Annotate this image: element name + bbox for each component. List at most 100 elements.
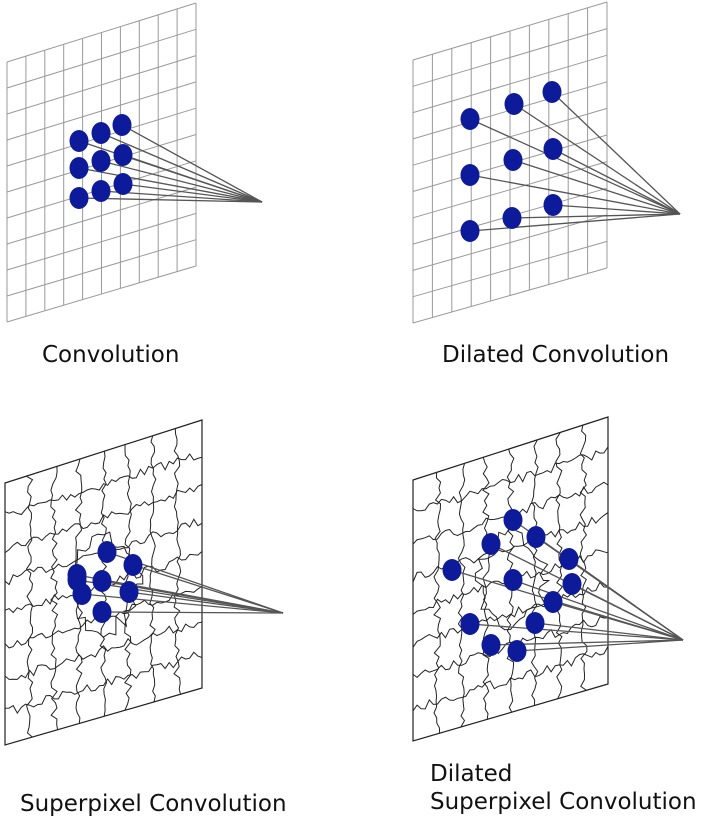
node (91, 180, 111, 202)
convolution-caption: Convolution (42, 342, 180, 368)
node (460, 613, 480, 635)
node (97, 541, 117, 563)
sheet-border (4, 419, 203, 746)
superpixel-convolution-panel (4, 419, 284, 746)
node (481, 634, 501, 656)
connection-line (568, 558, 684, 641)
superpixel-edge (4, 484, 203, 554)
node (543, 194, 563, 216)
grid-line (412, 267, 608, 324)
grid-line (6, 186, 197, 245)
node (91, 122, 111, 144)
node (113, 144, 133, 166)
node (67, 569, 87, 591)
grid-line (412, 214, 608, 271)
connection-line (513, 103, 681, 215)
connection-line (534, 622, 684, 641)
nodes (67, 541, 143, 623)
node (507, 640, 527, 662)
connection-line (552, 204, 681, 215)
dilated-superpixel-caption-line1: Dilated (430, 761, 513, 787)
connection-line (78, 167, 263, 203)
node (92, 601, 112, 623)
superpixel-edge (412, 616, 608, 679)
superpixel-edge (579, 424, 588, 691)
connection-line (512, 159, 681, 215)
node (543, 591, 563, 613)
connection-line (511, 213, 681, 219)
connection-line (81, 593, 284, 614)
superpixel-edge (25, 475, 34, 738)
connection-line (76, 579, 284, 614)
node (503, 509, 523, 531)
nodes (69, 114, 133, 209)
grid-line (412, 161, 608, 219)
node (119, 581, 139, 603)
nodes (442, 509, 582, 662)
node (526, 526, 546, 548)
node (562, 573, 582, 595)
node (112, 114, 132, 136)
node (69, 187, 89, 209)
grid-line (6, 239, 197, 297)
connection-line (122, 183, 263, 203)
superpixel-edge (124, 444, 133, 711)
superpixel-edge (412, 646, 609, 712)
node (69, 130, 89, 152)
connection-line (552, 601, 684, 641)
connections (451, 519, 684, 652)
grid-line (412, 240, 608, 298)
connection-line (571, 583, 684, 641)
node (503, 569, 523, 591)
dilated-superpixel-convolution-panel (412, 416, 684, 742)
superpixel-edge (482, 457, 490, 720)
nodes (460, 81, 563, 242)
node (542, 81, 562, 103)
superpixel-edge (4, 651, 203, 715)
convolution-panel (6, 2, 263, 323)
superpixel-edge (149, 435, 157, 703)
node (460, 108, 480, 130)
node (502, 207, 522, 229)
node (92, 570, 112, 592)
connections (469, 91, 681, 232)
node (503, 149, 523, 171)
connection-line (132, 564, 284, 614)
grid-line (6, 212, 197, 271)
connection-line (122, 154, 263, 203)
connection-line (512, 579, 684, 641)
superpixel-edge (4, 621, 203, 680)
node (91, 150, 111, 172)
node (113, 173, 133, 195)
node (504, 93, 524, 115)
node (69, 157, 89, 179)
superpixel-edge (530, 439, 539, 706)
sheet-border (412, 416, 609, 742)
superpixel-edge (457, 463, 466, 728)
superpixel-edge (412, 446, 609, 512)
node (481, 533, 501, 555)
dilated-convolution-caption: Dilated Convolution (442, 342, 670, 368)
node (559, 548, 579, 570)
connection-line (551, 91, 681, 215)
connection-line (516, 639, 684, 652)
node (123, 554, 143, 576)
grid (412, 1, 608, 324)
connection-line (121, 124, 263, 203)
connection-line (78, 197, 263, 203)
grid-line (6, 265, 197, 323)
dilated-convolution-panel (412, 1, 681, 324)
connection-line (100, 160, 263, 203)
connections (78, 124, 263, 203)
superpixel-edge (50, 466, 59, 730)
connection-line (469, 118, 681, 215)
connection-line (100, 132, 263, 203)
dilated-superpixel-caption-line2: Superpixel Convolution (430, 789, 697, 815)
node (460, 220, 480, 242)
node (460, 164, 480, 186)
superpixel-edge (433, 472, 442, 734)
connection-line (469, 623, 684, 641)
connection-line (101, 611, 284, 614)
superpixel-convolution-caption: Superpixel Convolution (20, 791, 287, 817)
